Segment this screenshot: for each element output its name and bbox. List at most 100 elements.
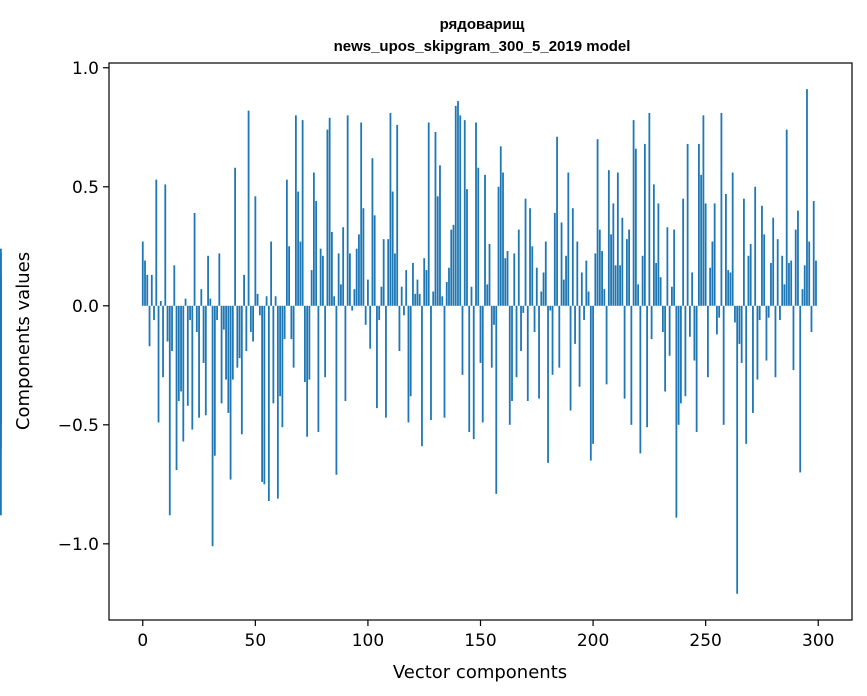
bar — [303, 305, 306, 382]
bar — [373, 215, 376, 306]
bar — [337, 253, 340, 306]
bar — [484, 174, 486, 306]
bar — [472, 305, 475, 440]
bar — [718, 305, 721, 318]
bar — [646, 305, 649, 428]
bar — [610, 234, 612, 306]
bar — [603, 289, 606, 306]
bar — [815, 260, 817, 306]
bar — [589, 305, 592, 461]
bar — [256, 293, 259, 306]
bar — [270, 241, 273, 306]
bar — [0, 305, 2, 425]
bar — [283, 305, 286, 340]
x-tick-label: 50 — [245, 631, 267, 651]
bar — [315, 201, 318, 306]
bar — [299, 241, 302, 306]
bar — [150, 274, 153, 306]
bar — [331, 232, 333, 306]
bar — [376, 305, 378, 409]
bar — [526, 305, 529, 401]
bar — [643, 143, 646, 306]
bar — [700, 174, 703, 306]
bar — [734, 305, 736, 323]
bar — [407, 305, 410, 423]
bar — [439, 165, 441, 306]
bar — [488, 243, 491, 306]
bar — [812, 201, 815, 306]
bar — [677, 305, 680, 425]
bar — [369, 305, 372, 349]
bar — [430, 305, 432, 421]
bar — [529, 208, 531, 306]
bar — [220, 305, 223, 404]
bar — [479, 305, 482, 363]
x-axis-label: Vector components — [393, 662, 567, 683]
bar — [747, 255, 750, 306]
bar — [254, 196, 257, 306]
bar — [423, 258, 426, 306]
bar — [765, 305, 768, 361]
chart-title: рядоварищ — [440, 16, 525, 33]
bar — [211, 305, 214, 547]
bar — [598, 229, 601, 306]
bar — [382, 239, 385, 306]
bar — [180, 305, 182, 392]
bar — [808, 241, 811, 306]
bar — [367, 279, 369, 306]
bar — [504, 258, 507, 306]
bar — [792, 305, 795, 371]
bar — [574, 305, 576, 344]
bar — [731, 172, 734, 306]
bar — [344, 305, 347, 401]
bar — [443, 305, 446, 418]
bar — [321, 255, 324, 306]
bar — [567, 172, 570, 306]
bar — [639, 305, 642, 454]
bar — [632, 120, 635, 306]
y-tick-label: 0.0 — [72, 297, 99, 317]
y-axis-label: Components values — [13, 252, 34, 430]
bar — [231, 305, 234, 380]
bar — [274, 296, 277, 306]
bar — [234, 167, 236, 306]
bar — [569, 305, 572, 411]
bar — [592, 305, 594, 444]
bar — [432, 291, 435, 306]
bar — [502, 172, 504, 306]
y-tick-label: −1.0 — [58, 535, 99, 555]
bar — [394, 253, 396, 306]
bar — [146, 274, 149, 306]
bar — [297, 191, 300, 306]
bar — [544, 241, 547, 306]
bar — [803, 265, 806, 306]
bar — [533, 305, 536, 332]
bar — [166, 305, 169, 342]
bar — [279, 305, 282, 397]
bar — [806, 89, 808, 306]
bar — [625, 239, 628, 306]
bar — [493, 305, 495, 325]
bar — [727, 270, 730, 306]
bar — [761, 205, 763, 306]
x-tick-label: 250 — [689, 631, 721, 651]
bar — [391, 191, 394, 306]
bar — [328, 117, 331, 306]
bar — [249, 305, 252, 332]
bar — [535, 267, 538, 306]
bar — [702, 115, 705, 306]
bar — [691, 272, 694, 306]
bar — [547, 305, 549, 463]
bar — [585, 260, 588, 306]
bar — [301, 120, 304, 306]
bar — [448, 267, 450, 306]
bar — [186, 305, 189, 406]
bar — [695, 305, 698, 432]
bar — [520, 305, 522, 352]
bar — [245, 305, 248, 352]
bar — [333, 296, 336, 306]
bar — [285, 179, 288, 306]
bar — [634, 148, 637, 306]
bar — [222, 305, 225, 330]
